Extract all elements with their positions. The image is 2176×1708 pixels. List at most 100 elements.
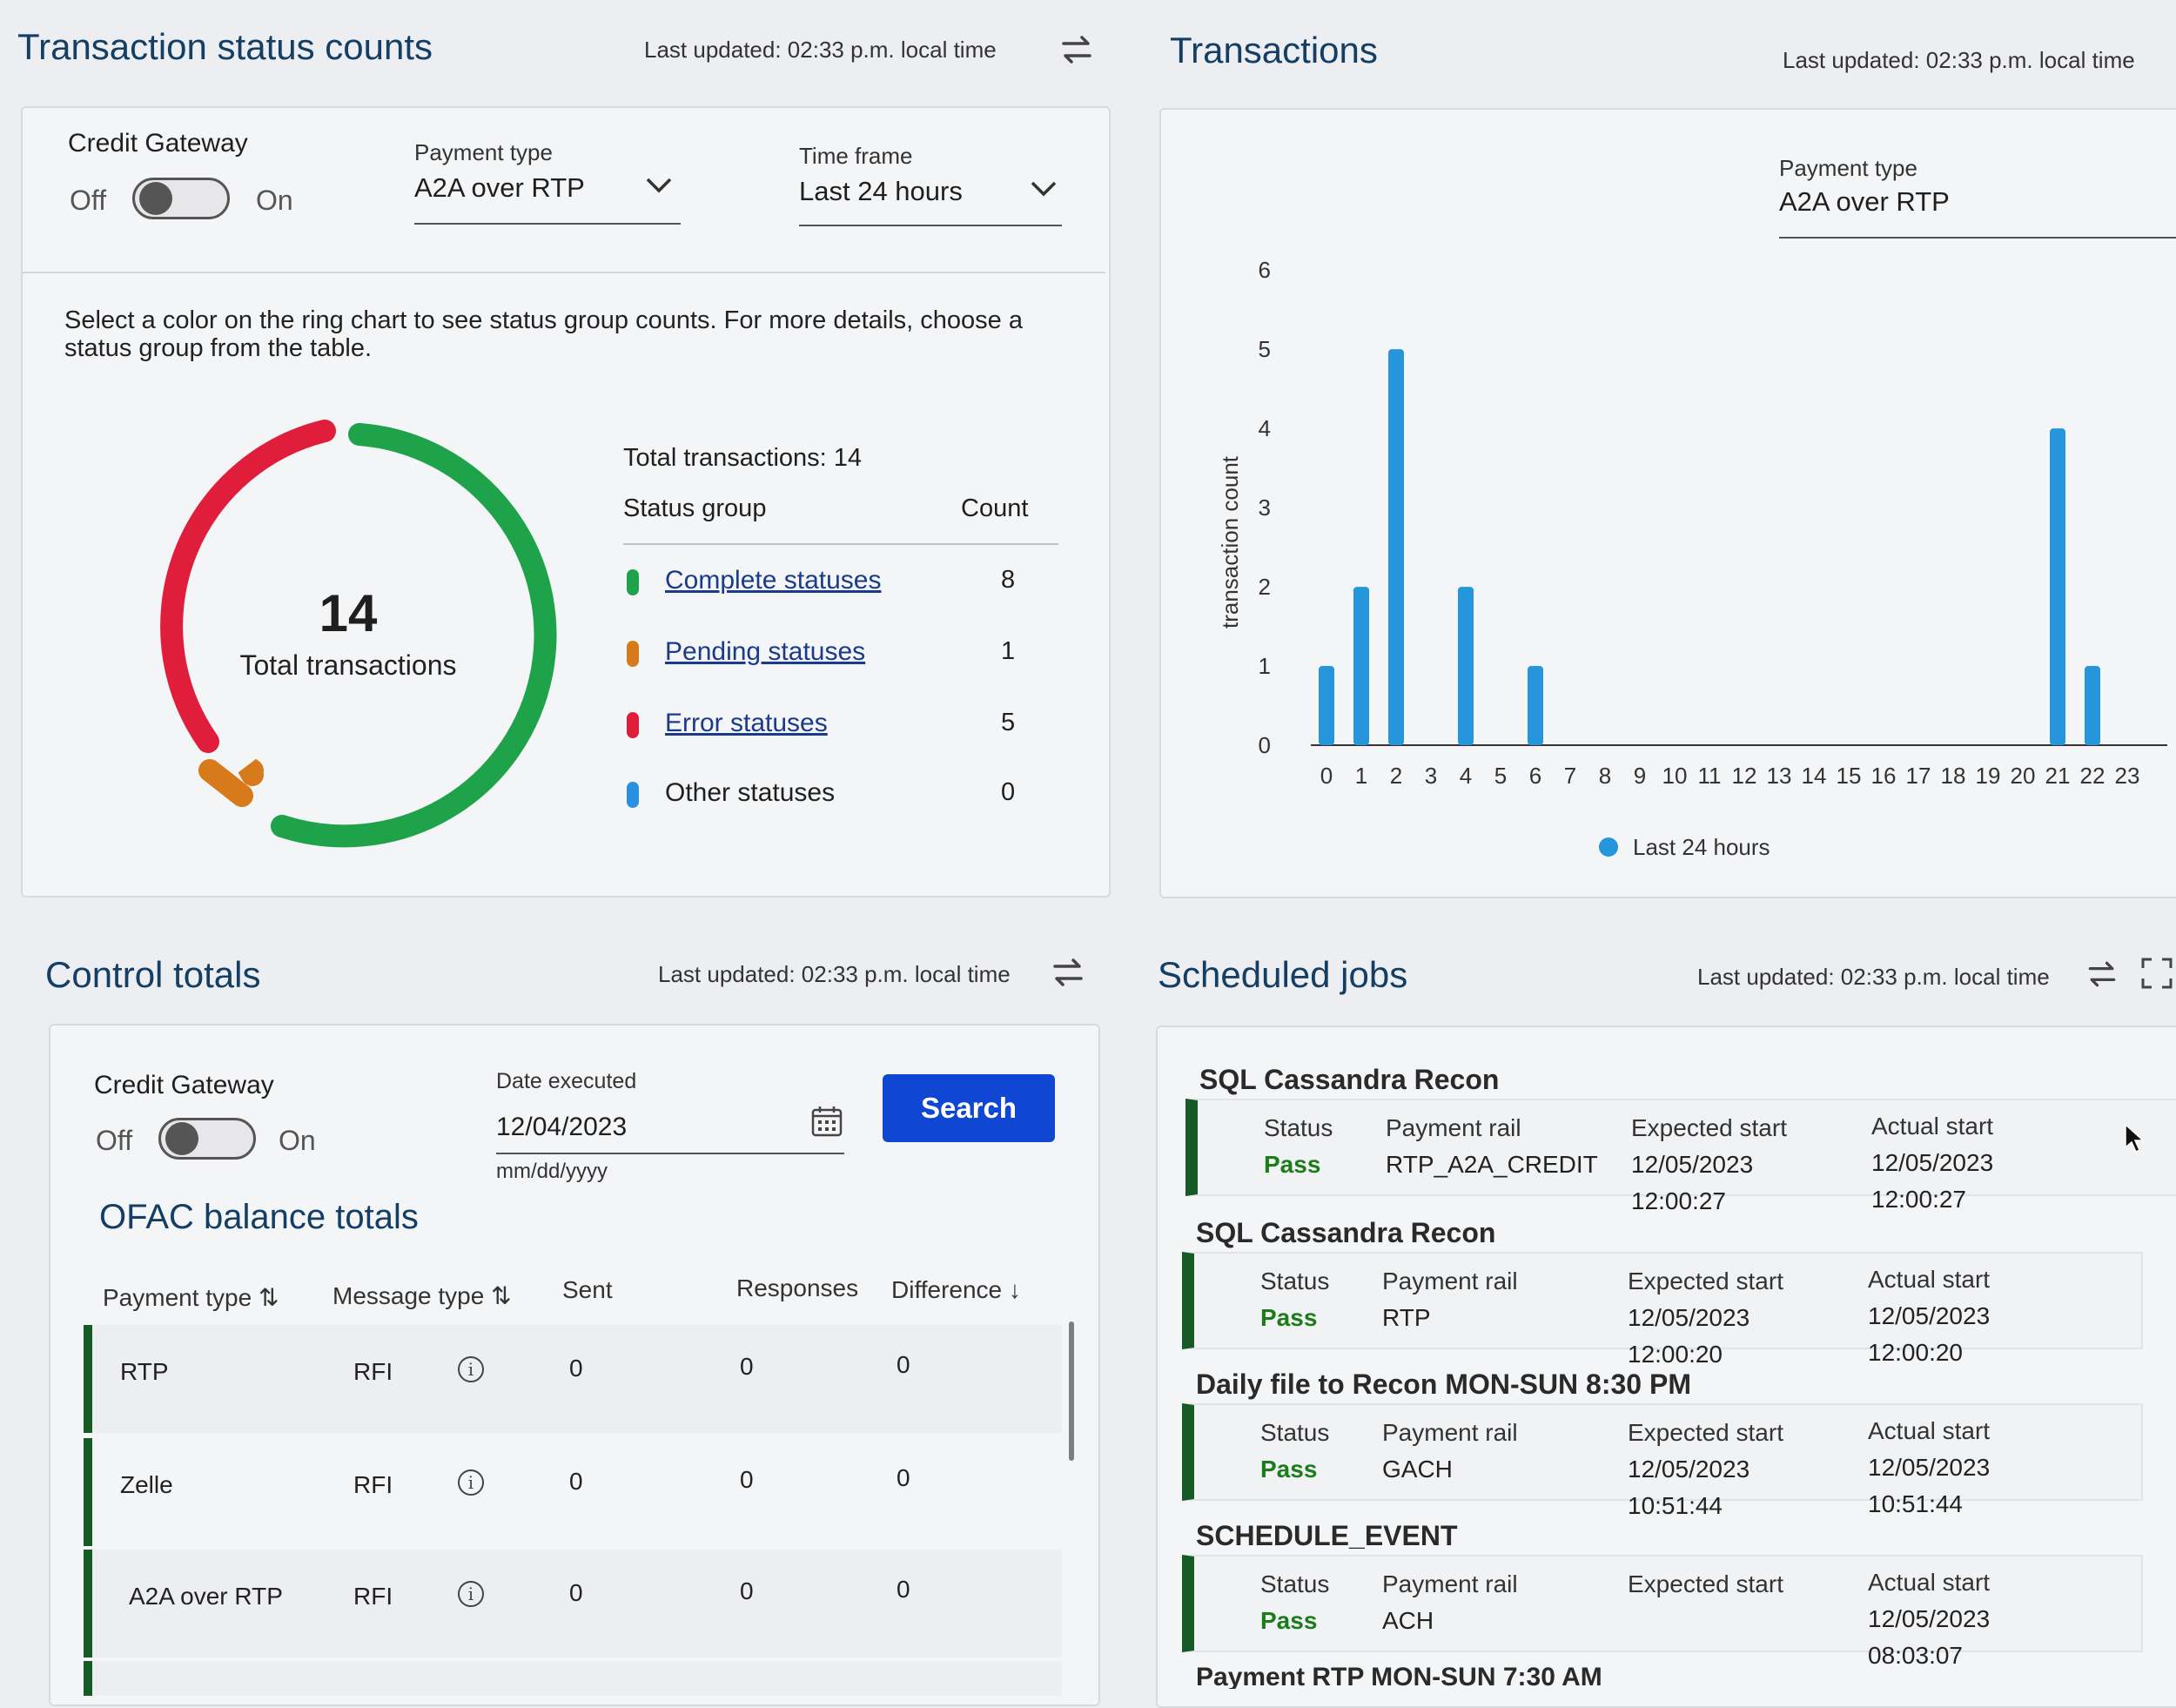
job-expected-label: Expected start (1628, 1419, 1783, 1446)
status-group-link[interactable]: Error statuses (665, 709, 828, 737)
y-tick-label: 1 (1259, 653, 1271, 679)
ring-segment-pending-stub (238, 758, 264, 786)
date-format-hint: mm/dd/yyyy (496, 1160, 608, 1183)
ring-segment-pending[interactable] (198, 759, 253, 807)
credit-gateway-toggle[interactable] (132, 178, 230, 219)
x-tick-label: 22 (2080, 763, 2105, 789)
job-expected-label: Expected start (1628, 1268, 1783, 1294)
job-title: SQL Cassandra Recon (1199, 1064, 1500, 1095)
job-actual-date: 12/05/2023 (1868, 1605, 1991, 1632)
credit-gateway-toggle[interactable] (158, 1118, 256, 1160)
col-message-type[interactable]: Message type ⇅ (332, 1281, 512, 1310)
cell-difference: 0 (897, 1464, 910, 1491)
refresh-icon[interactable] (1048, 952, 1088, 997)
job-row[interactable] (1182, 1403, 2143, 1501)
x-tick-label: 19 (1976, 763, 2001, 789)
job-rail-label: Payment rail (1382, 1419, 1518, 1446)
mouse-cursor-icon (2125, 1123, 2145, 1153)
cell-responses: 0 (740, 1353, 754, 1380)
table-row (84, 1661, 1062, 1696)
col-difference[interactable]: Difference ↓ (891, 1276, 1021, 1304)
chart-bar[interactable] (1458, 587, 1474, 745)
job-rail-value: RTP_A2A_CREDIT (1386, 1151, 1598, 1178)
info-icon[interactable]: i (458, 1469, 484, 1496)
x-tick-label: 9 (1634, 763, 1646, 789)
control-totals-title: Control totals (45, 954, 261, 995)
transactions-card (1159, 108, 2176, 898)
y-tick-label: 3 (1259, 494, 1271, 521)
chart-payment-type-select[interactable]: A2A over RTP (1779, 185, 2176, 239)
cell-message-type: RFI (353, 1358, 393, 1385)
cell-difference: 0 (897, 1351, 910, 1378)
chart-bar[interactable] (1353, 587, 1369, 745)
y-tick-label: 5 (1259, 336, 1271, 362)
job-expected-date: 12/05/2023 (1628, 1304, 1750, 1331)
status-counts-last-updated: Last updated: 02:33 p.m. local time (644, 37, 997, 63)
status-counts-title: Transaction status counts (17, 26, 433, 67)
job-rail-label: Payment rail (1382, 1268, 1518, 1294)
sort-down-icon[interactable]: ↓ (1008, 1276, 1021, 1303)
chevron-down-icon (1031, 181, 1057, 197)
job-rail-value: RTP (1382, 1304, 1431, 1331)
toggle-off-label: Off (70, 185, 107, 216)
x-tick-label: 7 (1564, 763, 1576, 789)
calendar-icon[interactable] (809, 1104, 844, 1139)
legend-label: Last 24 hours (1633, 834, 1770, 860)
chart-bar[interactable] (1388, 349, 1404, 745)
job-title: SCHEDULE_EVENT (1196, 1520, 1458, 1551)
date-executed-input[interactable]: 12/04/2023 (496, 1100, 844, 1154)
payment-type-select[interactable]: A2A over RTP (414, 171, 681, 225)
x-tick-label: 0 (1320, 763, 1333, 789)
sort-icon[interactable]: ⇅ (491, 1282, 512, 1309)
col-message-type-label: Message type (332, 1282, 485, 1309)
divider (23, 272, 1105, 273)
job-actual-time: 10:51:44 (1868, 1490, 1963, 1517)
status-ring-chart[interactable] (122, 409, 574, 862)
job-row[interactable] (1182, 1555, 2143, 1652)
chart-bar[interactable] (2085, 666, 2100, 745)
sort-icon[interactable]: ⇅ (258, 1284, 279, 1311)
y-tick-label: 6 (1259, 257, 1271, 283)
chart-bar[interactable] (1528, 666, 1543, 745)
info-icon[interactable]: i (458, 1581, 484, 1607)
chart-payment-type-value: A2A over RTP (1779, 186, 1950, 217)
cell-message-type: RFI (353, 1471, 393, 1498)
col-count: Count (961, 494, 1029, 522)
x-tick-label: 10 (1662, 763, 1688, 789)
refresh-icon[interactable] (2084, 956, 2120, 997)
status-group-link[interactable]: Complete statuses (665, 566, 882, 595)
job-status-value: Pass (1260, 1607, 1318, 1634)
table-scrollbar[interactable] (1069, 1321, 1074, 1461)
chart-bar[interactable] (1319, 666, 1334, 745)
info-icon[interactable]: i (458, 1356, 484, 1382)
toggle-on-label: On (279, 1125, 316, 1156)
status-group-link[interactable]: Pending statuses (665, 637, 866, 666)
status-group-count: 5 (1001, 709, 1016, 736)
y-tick-label: 0 (1259, 732, 1271, 758)
job-actual-time: 08:03:07 (1868, 1642, 1963, 1669)
x-tick-label: 15 (1837, 763, 1862, 789)
refresh-icon[interactable] (1057, 30, 1097, 74)
job-status-value: Pass (1260, 1304, 1318, 1331)
toggle-knob (139, 182, 172, 215)
toggle-on-label: On (256, 185, 293, 216)
job-row[interactable] (1185, 1099, 2176, 1196)
cell-sent: 0 (569, 1579, 583, 1606)
status-color-pill (627, 712, 639, 738)
search-button[interactable]: Search (883, 1074, 1055, 1142)
x-tick-label: 14 (1802, 763, 1827, 789)
job-actual-time: 12:00:27 (1871, 1186, 1966, 1213)
job-rail-label: Payment rail (1386, 1114, 1521, 1141)
ring-segment-complete[interactable] (271, 423, 557, 848)
job-row[interactable] (1182, 1252, 2143, 1349)
time-frame-value: Last 24 hours (799, 176, 963, 206)
chart-bar[interactable] (2050, 428, 2065, 745)
time-frame-select[interactable]: Last 24 hours (799, 172, 1062, 226)
status-color-pill (627, 569, 639, 595)
job-rail-value: ACH (1382, 1607, 1434, 1634)
expand-icon[interactable] (2139, 956, 2174, 995)
col-payment-type[interactable]: Payment type ⇅ (103, 1283, 279, 1312)
table-row (84, 1438, 1062, 1546)
ring-segment-error[interactable] (160, 420, 336, 753)
